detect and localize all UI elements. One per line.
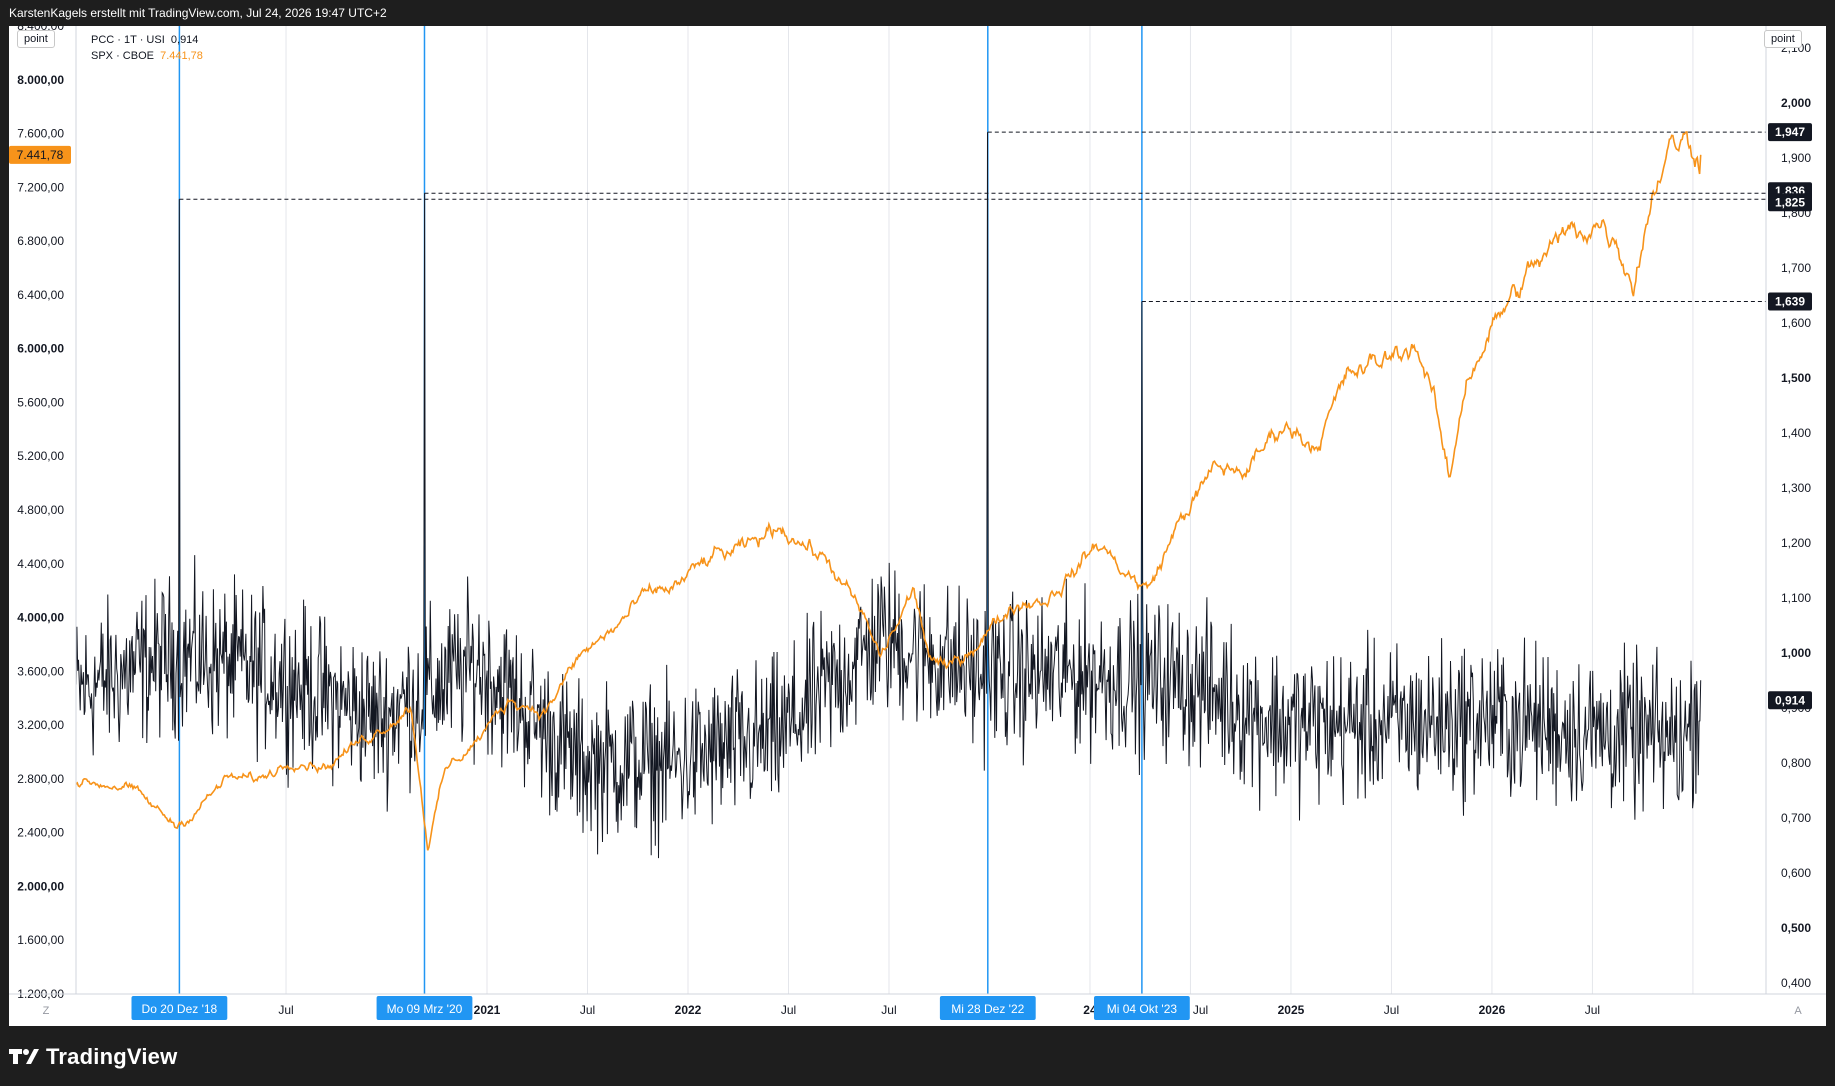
attribution-bar: KarstenKagels erstellt mit TradingView.c… [0,0,1835,26]
right-axis-tick-label: 2,000 [1781,96,1811,110]
time-marker-badge [939,996,1036,1020]
left-axis-tick-label: 4.800,00 [17,503,64,517]
right-level-label: 1,947 [1775,125,1805,139]
left-axis-tick-label: 4.400,00 [17,557,64,571]
left-axis-tick-label: 6.800,00 [17,234,64,248]
left-axis-tick-label: 5.200,00 [17,449,64,463]
spx-series-line [75,131,1702,851]
time-axis-tick-label: Jul [1384,1003,1399,1017]
left-axis-tick-label: 2.800,00 [17,772,64,786]
attribution-text: KarstenKagels erstellt mit TradingView.c… [9,6,387,20]
right-axis-tick-label: 1,500 [1781,371,1811,385]
right-level-badge [1768,123,1812,142]
left-axis-tick-label: 3.600,00 [17,664,64,678]
right-axis-tick-label: 1,200 [1781,536,1811,550]
time-marker-label: Do 20 Dez '18 [142,1002,218,1016]
left-axis-tick-label: 7.200,00 [17,180,64,194]
right-level-label: 1,639 [1775,295,1805,309]
legend[interactable]: PCC · 1T · USI 0,914 SPX · CBOE 7.441,78 [91,32,203,64]
time-axis-tick-label: Jul [781,1003,796,1017]
grid-layer [285,26,1694,994]
right-axis-tick-label: 0,600 [1781,866,1811,880]
legend-spx-value: 7.441,78 [160,50,203,62]
right-price-axis: 2,1002,0001,9001,8001,7001,6001,5001,400… [1765,26,1812,994]
time-axis-tick-label: 2021 [474,1003,501,1017]
left-axis-unit[interactable]: point [17,30,55,48]
spike-level-lines [179,131,1766,303]
right-level-label: 1,825 [1775,195,1805,209]
right-axis-tick-label: 0,700 [1781,811,1811,825]
time-axis: Jul 2021 Jul 2022 Jul Jul 24 Jul 2025 Jul 2026 Jul D… [9,993,1826,1020]
left-axis-tick-label: 6.400,00 [17,288,64,302]
time-marker-badge [376,996,473,1020]
left-current-value-label: 7.441,78 [17,148,64,162]
left-axis-tick-label: 4.000,00 [17,611,64,625]
left-axis-tick-label: 3.200,00 [17,718,64,732]
time-marker-label: Mi 28 Dez '22 [951,1002,1024,1016]
time-axis-tick-label: Jul [278,1003,293,1017]
legend-spx[interactable]: SPX · CBOE 7.441,78 [91,48,203,64]
legend-pcc[interactable]: PCC · 1T · USI 0,914 [91,32,203,48]
legend-pcc-name: PCC · 1T · USI [91,34,165,46]
left-axis-tick-label: 1.600,00 [17,933,64,947]
right-axis-tick-label: 0,500 [1781,921,1811,935]
right-axis-tick-label: 0,800 [1781,756,1811,770]
time-axis-tick-label: 24 [1083,1003,1097,1017]
tradingview-logo-icon [9,1049,39,1064]
right-axis-unit[interactable]: point [1764,30,1802,48]
time-marker-label: Mi 04 Okt '23 [1107,1002,1178,1016]
right-current-value-badge [1768,691,1812,710]
marker-layer [178,26,1143,994]
right-axis-tick-label: 1,600 [1781,316,1811,330]
right-axis-tick-label: 1,000 [1781,646,1811,660]
time-axis-tick-label: 2025 [1278,1003,1305,1017]
right-axis-tick-label: 1,100 [1781,591,1811,605]
left-axis-tick-label: 2.400,00 [17,826,64,840]
chart-svg[interactable]: 8.400,008.000,007.600,007.200,006.800,00… [9,19,1826,1026]
spx-series-layer [75,131,1702,851]
right-axis-tick-label: 1,400 [1781,426,1811,440]
time-marker-badge [131,996,228,1020]
tradingview-logo[interactable]: TradingView [9,1044,177,1070]
right-axis-tick-label: 0,400 [1781,976,1811,990]
time-axis-tick-label: 2026 [1479,1003,1506,1017]
left-axis-tick-label: 5.600,00 [17,395,64,409]
footer: TradingView [9,1026,1826,1086]
tradingview-brand: TradingView [46,1044,178,1069]
right-axis-tick-label: 1,300 [1781,481,1811,495]
time-axis-tick-label: Jul [1193,1003,1208,1017]
legend-pcc-value: 0,914 [170,34,199,46]
time-axis-left-corner: Z [43,1005,50,1017]
time-marker-label: Mo 09 Mrz '20 [387,1002,463,1016]
right-level-badge [1768,292,1812,311]
pcc-series-line [75,132,1702,859]
chart-panel[interactable]: 8.400,008.000,007.600,007.200,006.800,00… [9,19,1826,1026]
right-current-value-label: 0,914 [1775,693,1805,707]
time-axis-tick-label: Jul [1585,1003,1600,1017]
time-marker-badge [1093,996,1190,1020]
time-axis-tick-label: Jul [881,1003,896,1017]
time-axis-tick-label: 2022 [675,1003,702,1017]
left-axis-tick-label: 2.000,00 [17,879,64,893]
left-axis-tick-label: 7.600,00 [17,127,64,141]
left-price-axis: 8.400,008.000,007.600,007.200,006.800,00… [9,19,77,1001]
time-axis-tick-label: Jul [580,1003,595,1017]
left-axis-tick-label: 8.000,00 [17,73,64,87]
right-axis-tick-label: 1,900 [1781,151,1811,165]
pcc-series-layer [75,132,1702,859]
right-level-badge [1768,193,1812,212]
left-axis-tick-label: 6.000,00 [17,342,64,356]
left-current-value-badge [9,145,71,164]
legend-spx-name: SPX · CBOE [91,50,154,62]
time-axis-right-corner: A [1794,1005,1802,1017]
right-axis-tick-label: 1,700 [1781,261,1811,275]
